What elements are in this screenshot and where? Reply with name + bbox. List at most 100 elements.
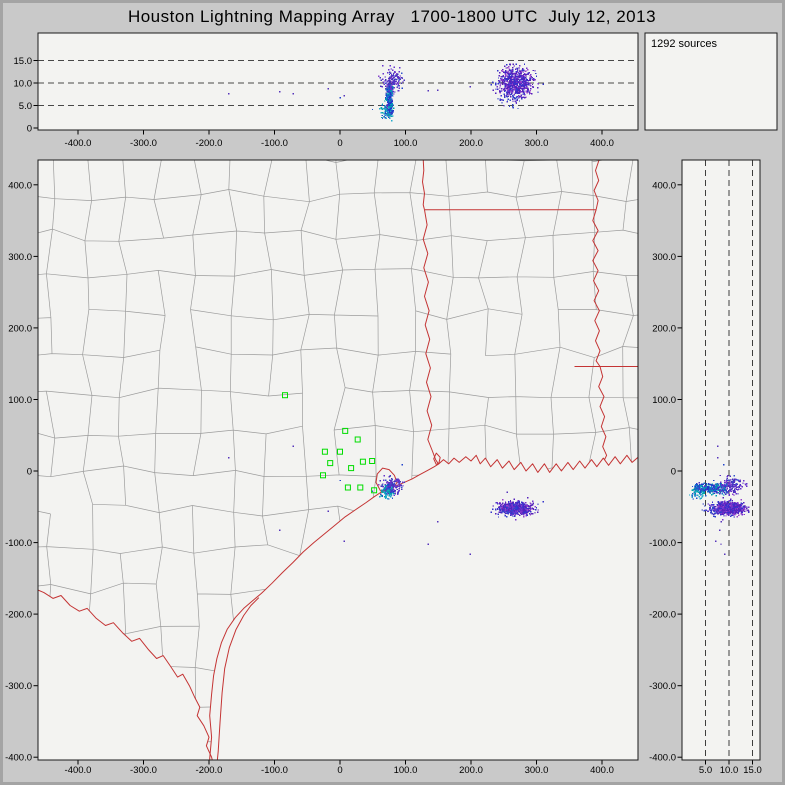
source-point [714, 540, 717, 542]
source-point [509, 502, 511, 505]
source-point [504, 84, 506, 86]
source-point [519, 505, 521, 507]
source-point [388, 486, 390, 488]
source-point [520, 73, 522, 75]
rio-grande-border [38, 589, 213, 760]
source-point [384, 488, 386, 490]
source-point [716, 485, 718, 487]
source-point [529, 77, 532, 79]
source-point [390, 72, 392, 75]
source-point [517, 507, 520, 509]
source-point [501, 81, 503, 83]
source-point [387, 93, 389, 96]
source-point [710, 486, 712, 489]
source-point [711, 483, 713, 485]
source-point [529, 510, 531, 512]
source-point [741, 504, 743, 506]
source-point [521, 75, 524, 77]
source-point [514, 77, 517, 80]
source-point [393, 482, 396, 485]
source-point [502, 504, 505, 507]
plan-view-map-panel[interactable] [0, 111, 746, 785]
source-point [385, 496, 387, 498]
source-point [386, 482, 388, 484]
altitude-vs-ew-panel[interactable] [38, 33, 696, 130]
source-point [508, 89, 510, 92]
source-point [510, 502, 513, 504]
source-point [729, 509, 731, 511]
source-point [696, 484, 699, 486]
source-point [739, 508, 741, 511]
source-point [738, 480, 741, 483]
source-point [386, 489, 388, 491]
source-point [503, 93, 505, 95]
source-point [384, 105, 386, 107]
source-point [520, 76, 522, 78]
source-point [389, 108, 391, 110]
source-point [721, 508, 724, 511]
source-point [534, 506, 536, 508]
source-point [719, 504, 721, 507]
source-point [691, 485, 694, 488]
source-point [517, 500, 519, 502]
source-point [733, 512, 736, 514]
source-point [702, 488, 704, 490]
tick-label: 300.0 [525, 765, 549, 776]
source-point [383, 489, 385, 491]
source-point [501, 512, 503, 514]
source-point [726, 503, 729, 505]
source-point [505, 508, 507, 510]
source-point [725, 508, 727, 510]
source-point [517, 75, 519, 78]
source-point [490, 84, 492, 86]
source-point [382, 491, 384, 493]
source-point [383, 479, 385, 481]
source-point [519, 86, 521, 88]
source-point [535, 72, 537, 75]
source-point [388, 485, 391, 487]
source-point [509, 83, 511, 86]
source-point [727, 514, 729, 516]
source-point [697, 485, 700, 488]
source-point [292, 92, 294, 95]
source-point [509, 90, 511, 92]
source-point [501, 510, 503, 512]
source-point [506, 80, 508, 83]
source-point [519, 510, 521, 512]
source-point [738, 504, 740, 506]
source-point [725, 512, 727, 514]
source-point [534, 69, 536, 72]
source-point [528, 79, 531, 82]
source-point [525, 75, 527, 77]
source-point [716, 509, 719, 511]
source-point [530, 76, 532, 78]
tick-label: -200.0 [5, 610, 32, 621]
source-point [506, 94, 508, 96]
altitude-vs-ns-panel[interactable] [682, 160, 760, 760]
source-point [398, 84, 401, 87]
source-point [385, 98, 387, 100]
lma-station-marker [354, 436, 361, 443]
source-point [744, 484, 747, 486]
source-point [724, 553, 726, 556]
source-point [503, 104, 505, 107]
source-point [530, 513, 532, 515]
source-point [383, 490, 386, 493]
source-point [378, 75, 380, 77]
source-point [381, 107, 383, 109]
source-point [528, 507, 531, 509]
source-point [398, 478, 400, 481]
source-point [514, 97, 517, 100]
source-point [531, 504, 533, 506]
source-point [720, 506, 722, 508]
source-point [397, 77, 399, 79]
source-point [504, 515, 506, 517]
source-point [393, 490, 396, 493]
source-point [712, 479, 715, 482]
state-border-ok-ar-border [422, 160, 425, 210]
source-point [726, 486, 728, 488]
source-point [385, 85, 387, 87]
source-point [716, 511, 718, 513]
source-point [497, 88, 499, 90]
